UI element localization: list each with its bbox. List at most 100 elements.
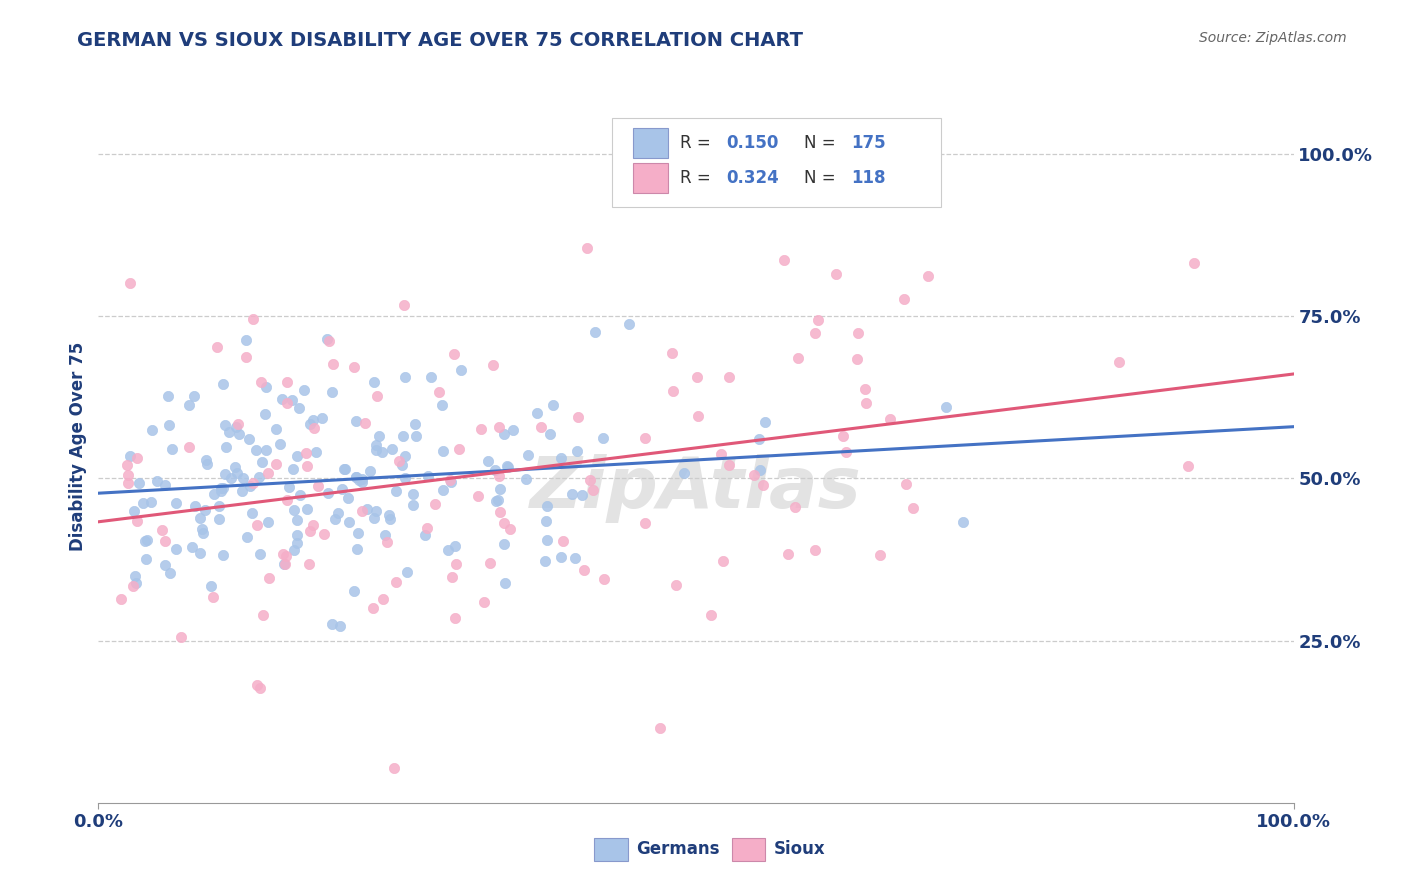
Point [488,420,510,434]
Text: 0.324: 0.324 [725,169,779,187]
Point [492,516,515,530]
FancyBboxPatch shape [633,163,668,194]
Point [502,423,524,437]
Point [301,517,323,532]
Point [583,325,606,339]
Point [301,413,323,427]
Point [344,470,367,484]
Point [228,427,250,442]
Point [359,465,381,479]
Point [470,422,492,436]
Point [205,340,228,354]
Point [257,516,280,530]
Point [416,469,439,483]
Point [648,721,671,735]
Point [183,389,205,403]
Point [153,558,176,573]
Point [443,540,465,554]
Point [567,409,589,424]
Point [218,425,240,439]
Point [700,607,723,622]
Point [295,502,318,516]
Text: R =: R = [681,134,717,152]
Point [281,392,304,407]
Point [159,566,181,580]
Point [311,411,333,425]
Point [245,442,267,457]
Point [314,527,336,541]
Point [283,542,305,557]
Point [125,450,148,465]
Point [269,437,291,451]
Point [494,536,516,550]
FancyBboxPatch shape [595,838,628,862]
Point [550,450,572,465]
Point [278,480,301,494]
Point [242,476,264,491]
Point [425,497,447,511]
Point [485,494,508,508]
Point [1182,256,1205,270]
Point [316,332,339,346]
Point [427,384,450,399]
Point [165,496,187,510]
Point [285,513,308,527]
Point [283,462,305,476]
Point [366,504,388,518]
Point [495,458,517,473]
Point [330,482,353,496]
Point [373,591,395,606]
Point [710,447,733,461]
Point [321,616,343,631]
Text: Germans: Germans [637,840,720,858]
Point [536,499,558,513]
Point [846,326,869,341]
Point [366,437,388,451]
Point [592,432,614,446]
Point [432,444,454,458]
Point [250,375,273,389]
Point [146,474,169,488]
Point [375,534,398,549]
Point [273,557,295,571]
Point [378,508,401,522]
Point [686,369,709,384]
Point [179,398,201,412]
Point [776,547,799,561]
Text: Source: ZipAtlas.com: Source: ZipAtlas.com [1199,31,1347,45]
Point [200,579,222,593]
Point [208,512,231,526]
Point [396,566,419,580]
Point [252,607,274,622]
FancyBboxPatch shape [733,838,765,862]
Point [1108,355,1130,369]
Point [298,417,321,432]
Point [344,469,367,483]
Point [354,416,377,430]
Point [526,406,548,420]
Point [530,419,553,434]
Point [481,358,503,372]
Point [194,502,217,516]
Point [329,619,352,633]
Text: ZipAtlas: ZipAtlas [530,454,862,524]
Point [257,466,280,480]
Point [392,429,415,443]
Point [449,442,471,456]
Point [374,528,396,542]
Point [333,462,356,476]
Point [361,601,384,615]
Point [385,483,408,498]
Point [364,443,387,458]
Point [553,534,575,549]
Point [209,483,232,498]
Point [162,442,184,457]
Point [235,351,257,365]
Point [394,471,416,485]
Point [285,536,308,550]
Point [225,466,247,480]
Point [337,515,360,529]
Point [246,678,269,692]
Point [188,546,211,560]
Point [242,311,264,326]
